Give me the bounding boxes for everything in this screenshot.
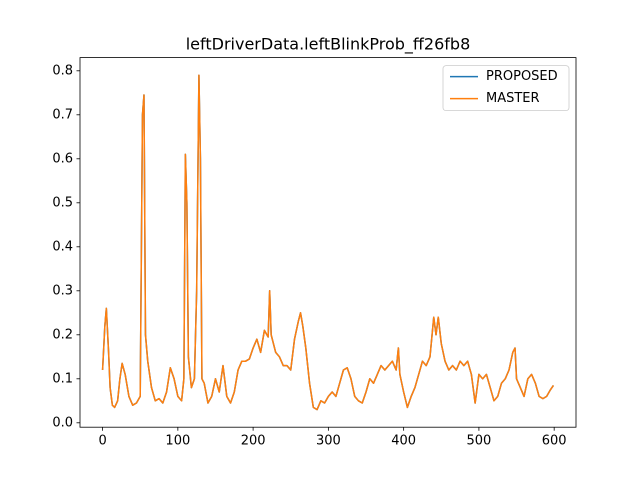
x-tick-label: 100 <box>165 434 190 449</box>
y-tick-label: 0.4 <box>52 239 73 254</box>
y-tick-label: 0.1 <box>52 371 73 386</box>
x-tick-label: 300 <box>316 434 341 449</box>
chart-title: leftDriverData.leftBlinkProb_ff26fb8 <box>186 35 471 55</box>
y-tick-label: 0.2 <box>52 327 73 342</box>
legend-label: PROPOSED <box>486 69 558 84</box>
x-tick-label: 600 <box>542 434 567 449</box>
y-tick-label: 0.6 <box>52 151 73 166</box>
x-tick-label: 0 <box>98 434 106 449</box>
legend-label: MASTER <box>486 91 540 106</box>
x-tick-label: 500 <box>466 434 491 449</box>
x-tick-label: 400 <box>391 434 416 449</box>
y-tick-label: 0.5 <box>52 195 73 210</box>
y-tick-label: 0.0 <box>52 415 73 430</box>
y-tick-label: 0.8 <box>52 63 73 78</box>
x-tick-label: 200 <box>241 434 266 449</box>
plot-frame <box>79 57 577 428</box>
y-tick-label: 0.7 <box>52 107 73 122</box>
series-line <box>101 74 555 411</box>
y-tick-label: 0.3 <box>52 283 73 298</box>
